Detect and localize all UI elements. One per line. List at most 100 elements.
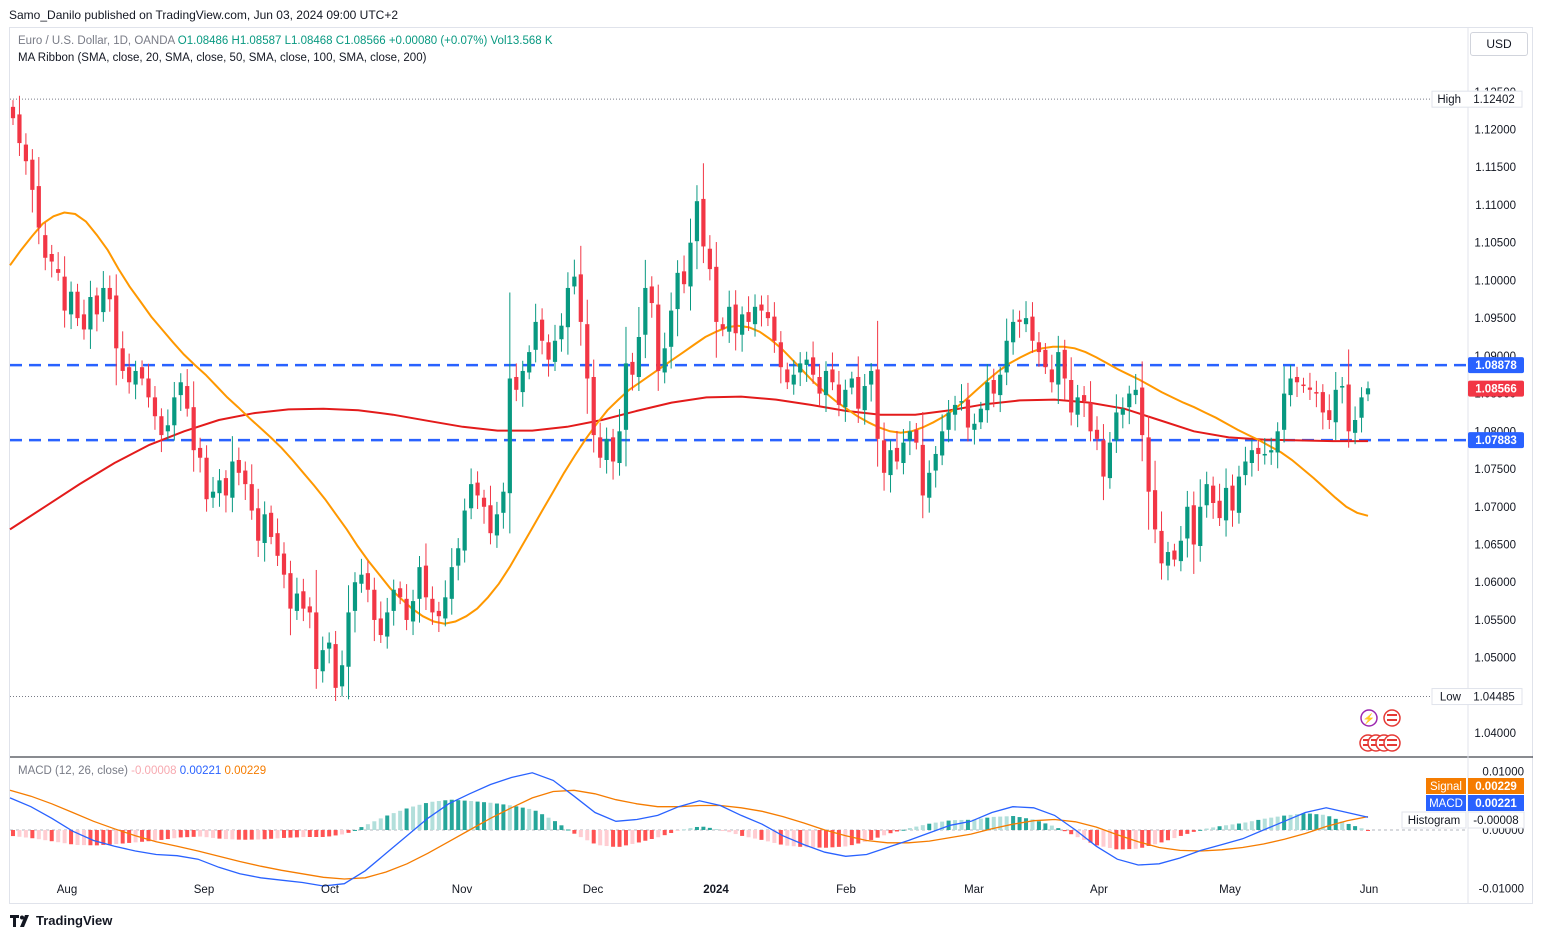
price-tick-label: 1.05000	[1474, 653, 1516, 665]
macd-histogram-bar	[1314, 814, 1319, 830]
macd-histogram-bar	[1120, 830, 1125, 850]
ma-ribbon-legend[interactable]: MA Ribbon (SMA, close, 20, SMA, close, 5…	[18, 52, 427, 64]
macd-histogram-bar	[198, 830, 203, 837]
macd-histogram-bar	[1133, 830, 1138, 849]
candle-body	[1301, 384, 1306, 387]
candle-body	[1036, 342, 1042, 353]
candle-body	[875, 369, 880, 439]
macd-histogram-bar	[533, 810, 538, 830]
candle-body	[727, 306, 732, 332]
macd-histogram-bar	[359, 827, 364, 830]
candle-body	[585, 324, 590, 379]
candle-body	[423, 565, 429, 598]
flag-stripe	[1387, 739, 1397, 741]
candle-body	[75, 291, 80, 319]
macd-histogram-bar	[230, 830, 235, 840]
macd-histogram-bar	[978, 818, 983, 830]
time-tick-label: Feb	[836, 884, 856, 896]
macd-histogram-bar	[1340, 821, 1345, 830]
ohlc-close: C1.08566	[335, 35, 386, 47]
macd-histogram-bar	[1159, 830, 1164, 843]
macd-histogram-bar	[669, 830, 674, 833]
candle-body	[1211, 485, 1216, 503]
macd-histogram-bar	[720, 830, 725, 831]
candle-body	[1165, 552, 1171, 566]
time-tick-label: Dec	[583, 884, 604, 896]
candle-body	[1236, 476, 1242, 513]
ohlc-open: O1.08486	[177, 35, 229, 47]
macd-histogram-bar	[1359, 828, 1364, 830]
grid-layer	[10, 28, 1533, 903]
macd-histogram-bar	[456, 800, 461, 830]
macd-histogram-bar	[172, 830, 177, 839]
macd-legend[interactable]: MACD (12, 26, close) -0.00008 0.00221 0.…	[18, 765, 266, 777]
macd-histogram-bar	[1082, 830, 1087, 840]
macd-histogram-bar	[830, 830, 835, 848]
symbol-legend[interactable]: Euro / U.S. Dollar, 1D, OANDA O1.08486 H…	[18, 35, 553, 47]
macd-hist-label-bg	[1401, 811, 1467, 829]
macd-histogram-bar	[1088, 830, 1093, 843]
macd-histogram-bar	[191, 830, 196, 837]
tradingview-logo[interactable]: TradingView	[10, 913, 112, 928]
candle-body	[785, 369, 790, 383]
macd-histogram-bar	[1127, 830, 1132, 850]
candle-body	[843, 389, 848, 408]
macd-histogram-bar	[204, 830, 209, 838]
macd-histogram-bar	[391, 813, 396, 830]
candle-body	[714, 266, 719, 322]
candle-body	[1275, 431, 1280, 453]
macd-histogram-bar	[1327, 816, 1332, 830]
candle-body	[559, 325, 564, 340]
macd-histogram-bar	[49, 830, 54, 842]
price-tick-label: 1.06500	[1474, 540, 1516, 552]
lightning-glyph: ⚡	[1363, 712, 1375, 725]
resistance-price-tag: 1.08878	[1475, 360, 1517, 372]
macd-histogram-bar	[307, 830, 312, 837]
macd-histogram-bar	[675, 830, 680, 831]
macd-histogram-bar	[824, 830, 828, 848]
candle-body	[127, 367, 132, 383]
tradingview-brand: TradingView	[36, 913, 113, 928]
candle-body	[1159, 530, 1164, 564]
candle-body	[907, 431, 912, 441]
macd-histogram-bar	[62, 830, 67, 844]
macd-histogram-bar	[933, 822, 938, 830]
candle-body	[946, 412, 951, 430]
candle-body	[501, 491, 506, 513]
candle-body	[456, 548, 461, 566]
macd-histogram-bar	[333, 830, 338, 836]
flag-stripe	[1387, 719, 1397, 721]
time-tick-label: Nov	[452, 884, 473, 896]
price-tick-label: 1.07000	[1474, 502, 1516, 514]
candle-body	[1294, 376, 1300, 383]
horizontal-levels	[10, 98, 1468, 698]
macd-histogram-bar	[836, 830, 841, 847]
macd-signal-tag-label: Signal	[1430, 781, 1462, 793]
time-tick-label: Aug	[57, 884, 77, 896]
currency-button[interactable]: USD	[1470, 32, 1528, 56]
macd-histogram-bar	[1114, 830, 1119, 850]
candle-body	[978, 408, 983, 423]
macd-histogram-bar	[778, 830, 783, 845]
macd-histogram-bar	[482, 802, 487, 830]
macd-histogram-bar	[753, 830, 758, 839]
candle-body	[546, 342, 551, 360]
high-tag-value: 1.12402	[1473, 94, 1515, 106]
macd-histogram-bar	[972, 819, 977, 830]
candle-body	[791, 374, 796, 385]
macd-histogram-bar	[423, 803, 428, 830]
candles	[10, 95, 1371, 701]
macd-histogram-bar	[1153, 830, 1158, 845]
candle-body	[1133, 389, 1138, 396]
candle-body	[365, 573, 370, 590]
macd-histogram-bar	[94, 830, 99, 846]
macd-histogram-bar	[559, 825, 564, 830]
macd-histogram-bar	[17, 830, 22, 837]
macd-histogram-bar	[275, 830, 280, 839]
macd-histogram-bar	[862, 830, 867, 842]
candle-body	[469, 484, 474, 509]
candle-body	[1340, 386, 1345, 388]
macd-histogram-bar	[178, 830, 183, 838]
macd-histogram-bar	[623, 830, 628, 846]
